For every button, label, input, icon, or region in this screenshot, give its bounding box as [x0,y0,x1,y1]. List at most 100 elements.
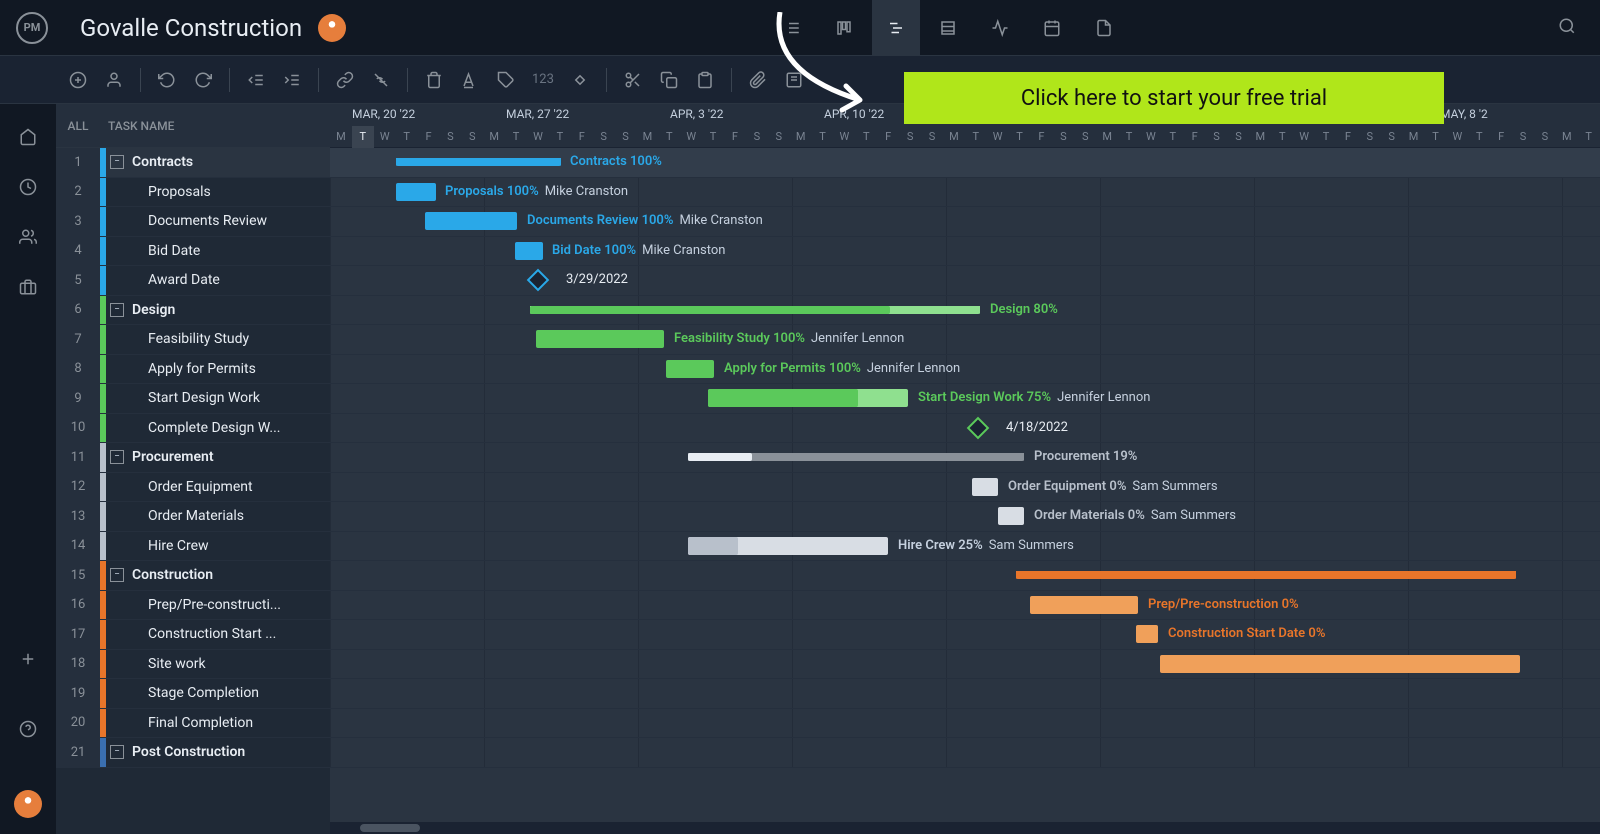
font-icon[interactable] [456,66,484,94]
task-row[interactable]: 5Award Date [56,266,330,296]
gantt-row[interactable]: Documents Review 100%Mike Cranston [330,207,1600,237]
gantt-row[interactable]: 3/29/2022 [330,266,1600,296]
task-row[interactable]: 10Complete Design W... [56,414,330,444]
indent-icon[interactable] [278,66,306,94]
search-icon[interactable] [1550,9,1584,47]
task-row[interactable]: 17Construction Start ... [56,620,330,650]
gantt-row[interactable]: Bid Date 100%Mike Cranston [330,237,1600,267]
pm-logo[interactable]: PM [16,12,48,44]
gantt-bar[interactable] [396,158,561,166]
gantt-row[interactable] [330,679,1600,709]
col-taskname[interactable]: TASK NAME [100,119,330,133]
task-row[interactable]: 4Bid Date [56,237,330,267]
expand-icon[interactable]: − [110,303,124,317]
gantt-row[interactable]: Hire Crew 25%Sam Summers [330,532,1600,562]
view-file-icon[interactable] [1080,0,1128,56]
gantt-bar[interactable] [1030,596,1138,614]
task-row[interactable]: 19Stage Completion [56,679,330,709]
task-row[interactable]: 6−Design [56,296,330,326]
milestone-icon[interactable] [967,416,990,439]
unlink-icon[interactable] [367,66,395,94]
scrollbar-thumb[interactable] [360,824,420,832]
gantt-row[interactable]: Design 80% [330,296,1600,326]
view-board-icon[interactable] [820,0,868,56]
view-gantt-icon[interactable] [872,0,920,56]
expand-icon[interactable]: − [110,745,124,759]
expand-icon[interactable]: − [110,568,124,582]
gantt-row[interactable]: Feasibility Study 100%Jennifer Lennon [330,325,1600,355]
help-icon[interactable] [19,720,37,742]
gantt-row[interactable]: Order Equipment 0%Sam Summers [330,473,1600,503]
add-icon[interactable] [64,66,92,94]
gantt-row[interactable]: Construction Start Date 0% [330,620,1600,650]
attach-icon[interactable] [744,66,772,94]
gantt-bar[interactable] [515,242,543,260]
task-row[interactable]: 3Documents Review [56,207,330,237]
gantt-bar[interactable] [972,478,998,496]
gantt-row[interactable]: Contracts 100% [330,148,1600,178]
cta-banner[interactable]: Click here to start your free trial [904,72,1444,124]
gantt-bar[interactable] [708,389,908,407]
gantt-row[interactable]: Order Materials 0%Sam Summers [330,502,1600,532]
gantt-row[interactable]: 4/18/2022 [330,414,1600,444]
gantt-row[interactable]: Prep/Pre-construction 0% [330,591,1600,621]
gantt-row[interactable]: Procurement 19% [330,443,1600,473]
briefcase-icon[interactable] [19,278,37,300]
copy-icon[interactable] [655,66,683,94]
gantt-bar[interactable] [425,212,517,230]
gantt-bar[interactable] [530,306,980,314]
gantt-chart[interactable]: MAR, 20 '22MAR, 27 '22APR, 3 '22APR, 10 … [330,104,1600,834]
col-all[interactable]: ALL [56,119,100,133]
task-row[interactable]: 12Order Equipment [56,473,330,503]
gantt-bar[interactable] [396,183,436,201]
gantt-row[interactable] [330,561,1600,591]
gantt-bar[interactable] [688,537,888,555]
gantt-bar[interactable] [998,507,1024,525]
gantt-bar[interactable] [666,360,714,378]
team-icon[interactable] [19,228,37,250]
expand-icon[interactable]: − [110,450,124,464]
task-row[interactable]: 14Hire Crew [56,532,330,562]
gantt-row[interactable]: Proposals 100%Mike Cranston [330,178,1600,208]
horizontal-scrollbar[interactable] [330,822,1600,834]
delete-icon[interactable] [420,66,448,94]
user-avatar[interactable] [318,14,346,42]
link-icon[interactable] [331,66,359,94]
gantt-bar[interactable] [1016,571,1516,579]
task-row[interactable]: 11−Procurement [56,443,330,473]
gantt-bar[interactable] [536,330,664,348]
cut-icon[interactable] [619,66,647,94]
view-sheet-icon[interactable] [924,0,972,56]
milestone-icon[interactable] [566,66,594,94]
task-row[interactable]: 16Prep/Pre-constructi... [56,591,330,621]
task-row[interactable]: 18Site work [56,650,330,680]
task-row[interactable]: 7Feasibility Study [56,325,330,355]
undo-icon[interactable] [153,66,181,94]
task-row[interactable]: 20Final Completion [56,709,330,739]
milestone-icon[interactable] [527,269,550,292]
view-calendar-icon[interactable] [1028,0,1076,56]
outdent-icon[interactable] [242,66,270,94]
gantt-bar[interactable] [1136,625,1158,643]
note-icon[interactable] [780,66,808,94]
gantt-row[interactable]: Start Design Work 75%Jennifer Lennon [330,384,1600,414]
paste-icon[interactable] [691,66,719,94]
gantt-row[interactable] [330,650,1600,680]
redo-icon[interactable] [189,66,217,94]
gantt-bar[interactable] [1160,655,1520,673]
assign-icon[interactable] [100,66,128,94]
gantt-bar[interactable] [688,453,1024,461]
task-row[interactable]: 21−Post Construction [56,738,330,768]
task-row[interactable]: 15−Construction [56,561,330,591]
task-row[interactable]: 1−Contracts [56,148,330,178]
view-list-icon[interactable] [768,0,816,56]
recent-icon[interactable] [19,178,37,200]
rail-avatar[interactable] [14,790,42,818]
task-row[interactable]: 9Start Design Work [56,384,330,414]
task-row[interactable]: 8Apply for Permits [56,355,330,385]
gantt-row[interactable] [330,738,1600,768]
view-activity-icon[interactable] [976,0,1024,56]
tag-icon[interactable] [492,66,520,94]
gantt-body[interactable]: Contracts 100%Proposals 100%Mike Cransto… [330,148,1600,768]
home-icon[interactable] [19,128,37,150]
